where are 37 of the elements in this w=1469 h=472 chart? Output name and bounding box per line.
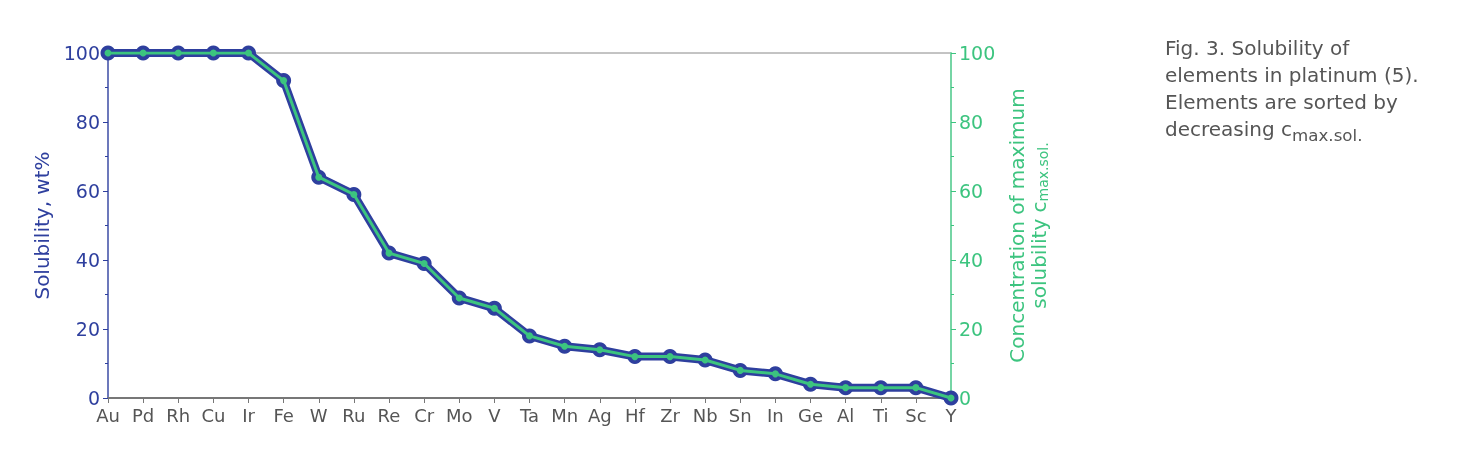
y2-tick-label: 80 bbox=[959, 111, 984, 133]
x-tick-label: Ti bbox=[872, 404, 889, 426]
y-tick-label: 80 bbox=[75, 111, 100, 133]
x-tick-label: Mn bbox=[551, 404, 579, 426]
x-tick-label: Zr bbox=[660, 404, 681, 426]
y2-tick-label: 100 bbox=[959, 42, 996, 64]
x-tick-label: Y bbox=[944, 404, 958, 426]
x-tick-label: Rh bbox=[166, 404, 191, 426]
y-axis-title: Solubility, wt% bbox=[29, 151, 54, 300]
y2-tick-label: 20 bbox=[959, 318, 984, 340]
y2-tick-label: 40 bbox=[959, 249, 984, 271]
x-tick-label: In bbox=[767, 404, 784, 426]
x-tick-label: V bbox=[488, 404, 502, 426]
x-tick-label: Nb bbox=[692, 404, 718, 426]
x-tick-label: Ir bbox=[242, 404, 256, 426]
x-tick-label: Pd bbox=[131, 404, 155, 426]
x-tick-label: Ge bbox=[797, 404, 824, 426]
y2-tick-label: 0 bbox=[959, 387, 972, 409]
caption: Fig. 3. Solubility of elements in platinum (5). Elements are sorted by decreasing c$_{max.sol.}$ bbox=[1165, 35, 1420, 147]
y-tick-label: 40 bbox=[75, 249, 100, 271]
x-tick-label: Re bbox=[377, 404, 401, 426]
x-tick-label: W bbox=[309, 404, 328, 426]
y-tick-label: 100 bbox=[63, 42, 100, 64]
x-tick-label: Sn bbox=[728, 404, 752, 426]
y-tick-label: 60 bbox=[75, 180, 100, 202]
x-tick-label: Mo bbox=[445, 404, 473, 426]
x-tick-label: Cu bbox=[201, 404, 226, 426]
x-tick-label: Al bbox=[836, 404, 855, 426]
x-tick-label: Ag bbox=[587, 404, 612, 426]
x-tick-label: Ru bbox=[342, 404, 366, 426]
y-tick-label: 20 bbox=[75, 318, 100, 340]
x-tick-label: Cr bbox=[414, 404, 435, 426]
x-tick-label: Fe bbox=[273, 404, 294, 426]
x-tick-label: Hf bbox=[624, 404, 646, 426]
y2-tick-label: 60 bbox=[959, 180, 984, 202]
x-tick-label: Ta bbox=[518, 404, 540, 426]
x-tick-label: Sc bbox=[905, 404, 927, 426]
